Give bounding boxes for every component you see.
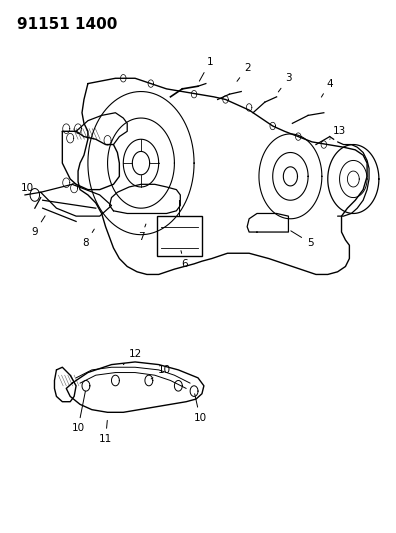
Text: 13: 13 [330, 126, 346, 139]
Text: 4: 4 [322, 78, 333, 97]
Text: 8: 8 [83, 229, 94, 248]
Text: 10: 10 [151, 365, 171, 379]
Text: 91151 1400: 91151 1400 [17, 17, 118, 33]
Text: 1: 1 [199, 58, 213, 81]
Text: 10: 10 [193, 394, 207, 423]
Text: 6: 6 [181, 251, 188, 269]
Text: 7: 7 [138, 224, 146, 243]
Text: 9: 9 [32, 216, 45, 237]
Text: 2: 2 [237, 63, 250, 82]
FancyBboxPatch shape [157, 216, 202, 256]
Text: 5: 5 [291, 231, 313, 248]
Text: 12: 12 [123, 349, 142, 365]
Text: 10: 10 [20, 183, 40, 193]
Text: 11: 11 [99, 421, 112, 444]
Text: 10: 10 [72, 391, 86, 433]
Text: 3: 3 [278, 73, 292, 92]
